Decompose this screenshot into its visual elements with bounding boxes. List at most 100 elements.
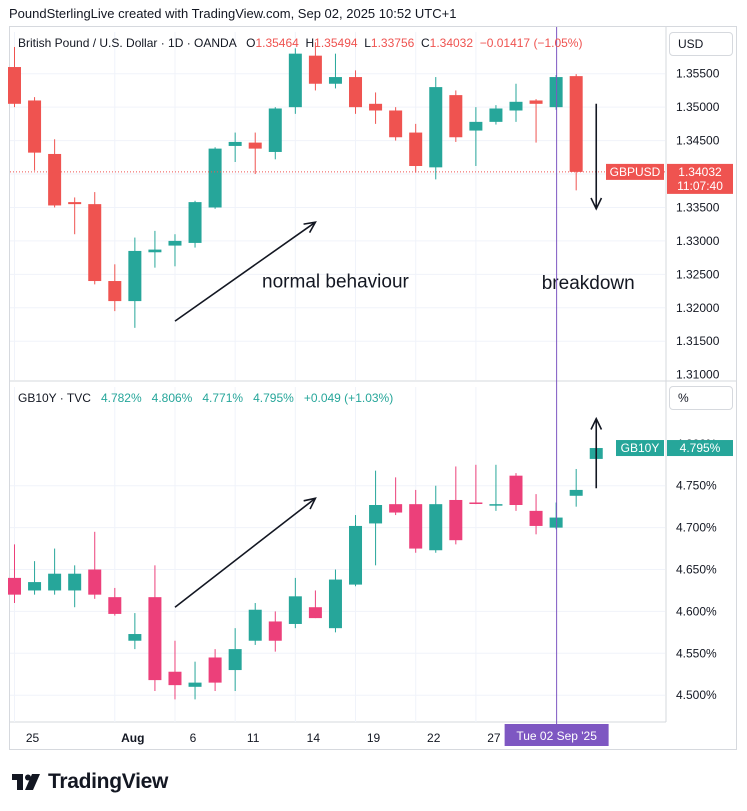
gbpusd-candle-body (48, 153, 62, 206)
gbpusd-name-tag: GBPUSD (610, 165, 661, 179)
gb10y-y-tick-label: 4.600% (676, 604, 717, 618)
gb10y-candle-body (569, 489, 583, 496)
gb10y-candle-body (489, 504, 503, 506)
gbpusd-candle (48, 139, 62, 208)
gb10y-candle (188, 661, 202, 700)
gbpusd-candle (469, 107, 483, 167)
gbpusd-change: −0.01417 (−1.05%) (479, 36, 583, 50)
gbpusd-candle (328, 53, 342, 89)
gbpusd-candle (308, 42, 322, 91)
gb10y-close-value: 4.795% (253, 391, 294, 405)
gb10y-candle (308, 590, 322, 619)
gb10y-candle (108, 587, 122, 616)
gb10y-candle-body (288, 596, 302, 624)
gb10y-candle (569, 468, 583, 507)
gbpusd-countdown: 11:07:40 (677, 179, 723, 193)
gbpusd-candle (349, 70, 363, 114)
chart-header-caption: PoundSterlingLive created with TradingVi… (9, 6, 457, 21)
gbpusd-candle-body (148, 249, 162, 253)
gb10y-candle (489, 464, 503, 511)
gbpusd-annotation-text: breakdown (542, 273, 635, 294)
gbpusd-candle-body (469, 121, 483, 131)
gbpusd-candle-body (88, 204, 102, 282)
gb10y-candle-body (188, 682, 202, 687)
gb10y-candle (449, 466, 463, 545)
gbpusd-candle (108, 264, 122, 312)
gbpusd-y-tick-label: 1.31500 (676, 334, 720, 348)
gbpusd-candle-body (68, 202, 82, 205)
gbpusd-candle-body (509, 101, 523, 111)
gbpusd-candle-body (188, 202, 202, 243)
gbpusd-candle (449, 90, 463, 142)
gbpusd-y-tick-label: 1.32000 (676, 301, 720, 315)
gb10y-candle-body (108, 597, 122, 614)
gb10y-price-tag-bg (667, 440, 733, 457)
tradingview-logo[interactable]: TradingView (12, 768, 168, 796)
gbpusd-candle-body (349, 77, 363, 108)
gb10y-pane: 4.750% 4.700% 4.650% 4.600% 4.550% 4.500% 4.80… (8, 387, 733, 722)
tradingview-logo-icon (12, 774, 40, 790)
tradingview-logo-text: TradingView (48, 770, 169, 793)
gb10y-candle-body (308, 607, 322, 619)
gb10y-y-tick-label: 4.550% (676, 646, 717, 660)
gb10y-open-value: 4.782% (100, 391, 142, 405)
gb10y-candle-body (208, 657, 222, 683)
gbpusd-candle (369, 92, 383, 124)
gb10y-candle-body (449, 499, 463, 541)
gbpusd-candle-body (429, 87, 443, 168)
gb10y-y-tick-label: 4.650% (676, 563, 717, 577)
gbpusd-pane: 1.355001.350001.345001.340001.335001.330… (8, 32, 733, 382)
percent-scale-button[interactable]: % (669, 386, 733, 410)
gb10y-candle-body (349, 525, 363, 585)
gbpusd-candle (389, 107, 403, 141)
gb10y-candle-body (469, 502, 483, 504)
gbpusd-y-tick-label-clipped: 1.31000 (676, 368, 720, 382)
gbpusd-price-tag: 1.34032 (678, 165, 722, 179)
gbpusd-candle (128, 237, 142, 328)
x-tick-label: 22 (427, 731, 441, 745)
gbpusd-candle (88, 192, 102, 285)
x-tick-label: 14 (307, 731, 321, 745)
currency-selector-button[interactable]: USD (669, 32, 733, 56)
gbpusd-candle (208, 147, 222, 209)
chart-frame (9, 26, 737, 750)
x-tick-label: 19 (367, 731, 381, 745)
gb10y-candle (288, 577, 302, 629)
uptrend-arrow-gb10y-head (303, 497, 317, 510)
gb10y-candle (409, 489, 423, 553)
gb10y-candle-body (369, 505, 383, 524)
gb10y-candle (68, 565, 82, 608)
gbpusd-candle-body (308, 55, 322, 84)
gb10y-candle (268, 611, 282, 652)
gbpusd-price-tag-bg (667, 163, 733, 194)
gbpusd-y-tick-label: 1.32500 (676, 267, 720, 281)
gb10y-candle-body (48, 573, 62, 591)
gb10y-high-value: 4.806% (151, 391, 193, 405)
gb10y-candle (389, 477, 403, 516)
gbpusd-candle-body (168, 240, 182, 246)
x-tick-label: 25 (26, 731, 40, 745)
gb10y-candle-body (268, 621, 282, 641)
gb10y-candle-body (128, 634, 142, 641)
gb10y-price-tag: 4.795% (680, 441, 721, 455)
gb10y-candle-body (88, 569, 102, 595)
gb10y-y-tick-label: 4.750% (676, 479, 717, 493)
gb10y-candle (349, 515, 363, 587)
gbpusd-candle-body (8, 67, 21, 104)
rise-arrow-gb10y (590, 416, 603, 489)
gb10y-candle (509, 473, 523, 511)
gbpusd-y-tick-label: 1.33500 (676, 200, 720, 214)
gb10y-legend: GB10Y · TVC 4.782% 4.806% 4.771% 4.795% … (18, 391, 393, 405)
gbpusd-y-tick-label: 1.35000 (676, 100, 720, 114)
gbpusd-candle-body (28, 100, 42, 153)
gb10y-candle-body (509, 475, 523, 505)
gbpusd-close-value: 1.34032 (429, 36, 474, 50)
gb10y-candle-body (148, 597, 162, 681)
gbpusd-y-tick-label: 1.33000 (676, 234, 720, 248)
gb10y-name-tag-bg (616, 440, 664, 457)
gbpusd-y-tick-label: 1.34500 (676, 134, 720, 148)
gb10y-change: +0.049 (+1.03%) (303, 391, 394, 405)
gbpusd-candle-body (409, 132, 423, 167)
uptrend-arrow-gb10y (174, 497, 317, 608)
